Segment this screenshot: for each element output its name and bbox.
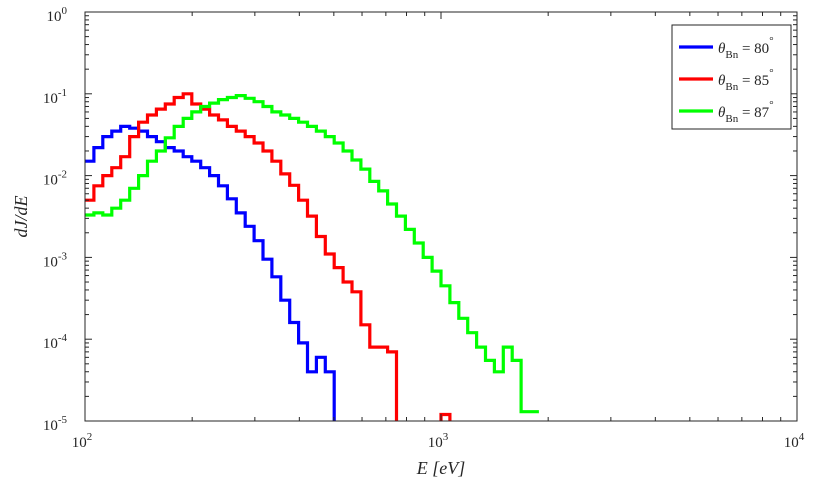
legend-label-2: θBn = 87° — [718, 99, 774, 125]
tick-labels: 102 103 104 100 10-1 10-2 10-3 10-4 10-5 — [43, 5, 805, 451]
y-tick-label: 10-4 — [43, 332, 68, 352]
x-tick-label: 102 — [72, 431, 93, 451]
y-tick-label: 10-5 — [43, 414, 68, 434]
y-tick-label: 100 — [47, 5, 68, 25]
legend-label-1: θBn = 85° — [718, 67, 774, 93]
axes-layer — [84, 11, 798, 422]
y-axis-label: dJ/dE — [11, 196, 31, 238]
x-axis-label: E [eV] — [416, 458, 466, 478]
x-tick-label: 103 — [428, 431, 449, 451]
y-tick-label: 10-2 — [43, 169, 67, 189]
legend: θBn = 80° θBn = 85° θBn = 87° — [671, 24, 792, 130]
series-line-1 — [85, 92, 452, 421]
y-tick-label: 10-3 — [43, 250, 68, 270]
series-line-0 — [85, 124, 336, 421]
legend-label-0: θBn = 80° — [718, 35, 774, 61]
x-tick-label: 104 — [784, 431, 805, 451]
series-layer — [85, 92, 539, 421]
series-line-2 — [85, 94, 539, 414]
y-tick-label: 10-1 — [43, 87, 67, 107]
